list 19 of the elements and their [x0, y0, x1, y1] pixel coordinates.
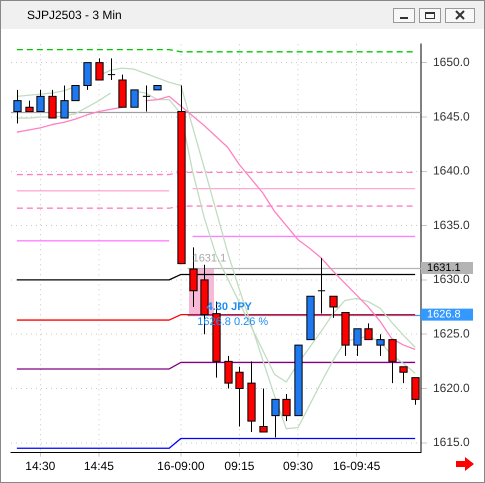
x-tick-label: 16-09:45: [332, 459, 381, 474]
x-tick-label: 09:15: [224, 459, 255, 474]
x-tick-label: 14:45: [84, 459, 114, 474]
chart-title: SJPJ2503 - 3 Min: [27, 8, 122, 22]
x-tick-label: 14:30: [25, 459, 56, 474]
y-tick-label: 1620.0: [433, 380, 470, 395]
y-tick-label: 1615.0: [433, 435, 470, 450]
y-tick-label: 1650.0: [433, 54, 470, 69]
candlestick: [142, 84, 151, 112]
y-tick-label: 1640.0: [433, 164, 470, 178]
x-tick-label: 16-09:00: [157, 459, 205, 474]
ref-line-label: 1631.1: [427, 262, 461, 274]
candlestick: [107, 58, 116, 81]
ref-line-label: 1626.8: [427, 308, 461, 321]
x-tick-label: 09:30: [282, 459, 314, 474]
y-tick-label: 1625.0: [433, 326, 470, 341]
y-tick-label: 1635.0: [433, 218, 470, 232]
y-tick-label: 1630.0: [433, 272, 470, 286]
y-tick-label: 1645.0: [433, 109, 470, 124]
